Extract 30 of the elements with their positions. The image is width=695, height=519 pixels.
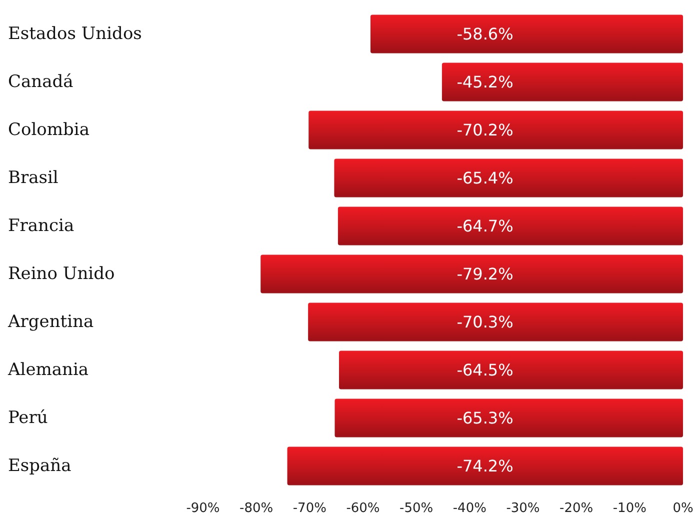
x-tick-label: -40% <box>452 501 486 516</box>
data-label: -65.4% <box>456 168 514 188</box>
data-label: -64.5% <box>456 360 514 380</box>
y-tick-label: España <box>8 456 72 476</box>
x-tick-label: -10% <box>612 501 646 516</box>
x-tick-label: -70% <box>292 501 326 516</box>
data-label: -64.7% <box>456 216 514 236</box>
data-label: -58.6% <box>456 24 514 44</box>
y-tick-label: Perú <box>8 408 48 428</box>
x-tick-label: 0% <box>672 501 694 516</box>
data-label: -79.2% <box>456 264 514 284</box>
y-tick-label: Estados Unidos <box>8 24 142 44</box>
data-label: -70.2% <box>456 120 514 140</box>
x-tick-label: -50% <box>400 501 434 516</box>
x-tick-label: -80% <box>240 501 274 516</box>
data-label: -65.3% <box>456 408 514 428</box>
y-tick-label: Colombia <box>8 120 90 140</box>
y-tick-label: Brasil <box>8 168 58 188</box>
x-tick-label: -30% <box>506 501 540 516</box>
x-tick-label: -60% <box>346 501 380 516</box>
data-label: -74.2% <box>456 456 514 476</box>
y-tick-label: Francia <box>8 216 74 236</box>
y-tick-label: Reino Unido <box>8 264 115 284</box>
data-label: -45.2% <box>456 72 514 92</box>
x-tick-label: -20% <box>560 501 594 516</box>
y-tick-label: Canadá <box>8 72 74 92</box>
data-label: -70.3% <box>456 312 514 332</box>
x-tick-label: -90% <box>186 501 220 516</box>
y-tick-label: Alemania <box>7 360 89 380</box>
y-tick-label: Argentina <box>7 312 94 332</box>
